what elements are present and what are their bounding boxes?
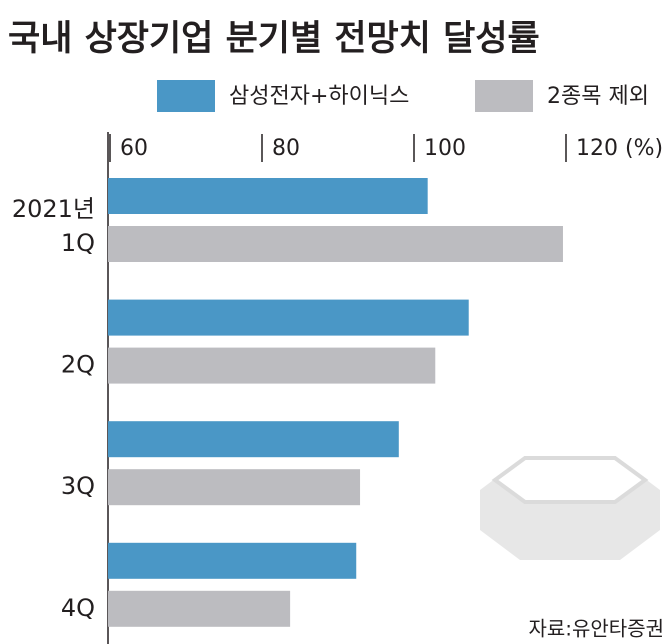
chart-title: 국내 상장기업 분기별 전망치 달성률 [8,19,540,59]
watermark [480,456,660,560]
year-label: 2021년 [12,195,95,223]
y-tick-label: 2Q [61,351,95,379]
bar [108,542,357,579]
legend-label: 삼성전자+하이닉스 [229,84,409,109]
x-tick-label: 60 [120,136,148,161]
y-tick-label: 3Q [61,472,95,500]
x-tick-label: 100 [424,136,466,161]
x-tick-label: 80 [272,136,300,161]
source: 자료:유안타증권 [528,617,664,641]
y-tick-label: 1Q [61,229,95,257]
y-tick-label: 4Q [61,594,95,622]
bar [108,347,436,384]
bar [108,226,563,262]
bar [108,178,428,214]
bar [108,299,469,336]
bar [108,469,361,506]
legend-label: 2종목 제외 [547,84,649,109]
x-tick-label: 120 (%) [576,136,663,161]
bar [108,421,399,458]
legend-swatch [475,80,533,112]
legend-swatch [157,80,215,112]
bar [108,590,291,627]
